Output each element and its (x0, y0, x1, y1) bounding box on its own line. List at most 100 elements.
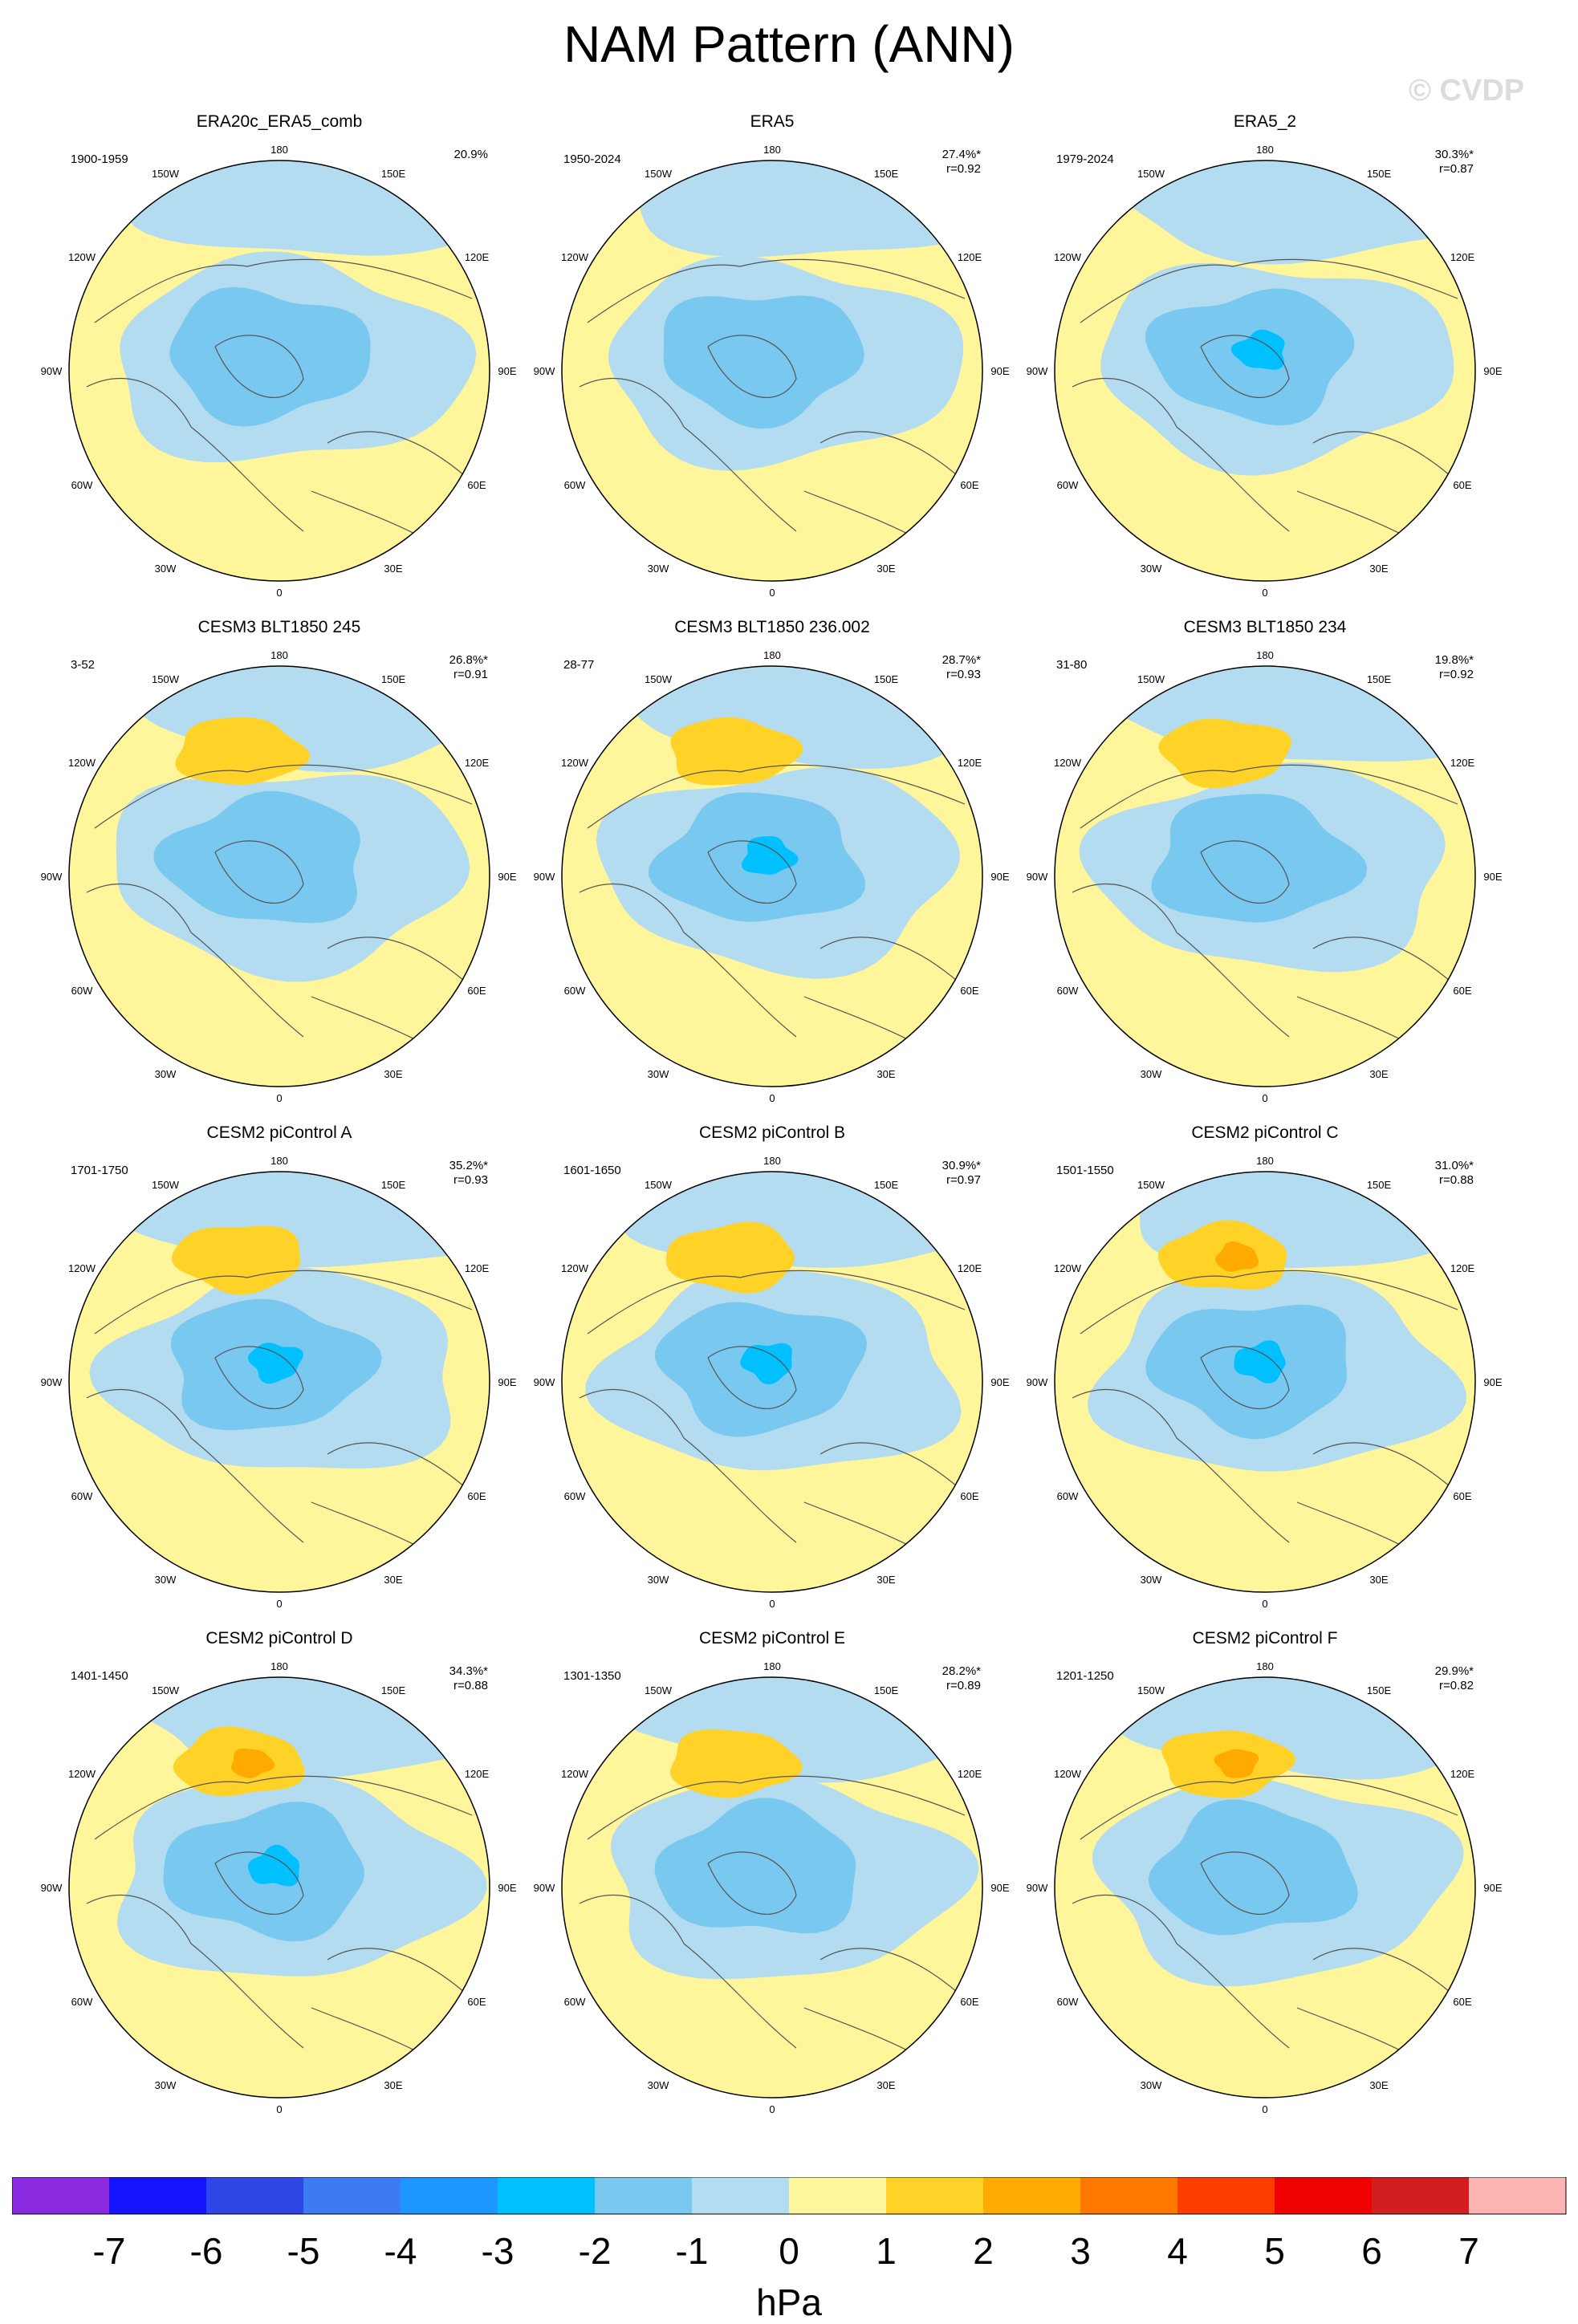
longitude-label: 60W (564, 479, 586, 491)
longitude-label: 60W (1057, 985, 1079, 997)
coastline (1080, 264, 1234, 323)
polar-map: 180 150E 120E 90E 60E 30E 0 30W 60W 90W 120W 150W (534, 1660, 1010, 2115)
coastline (579, 1895, 685, 1944)
longitude-label: 60E (960, 1490, 978, 1502)
longitude-label: 120E (465, 757, 490, 769)
coastline (739, 1270, 966, 1310)
colorbar-label: 2 (973, 2230, 994, 2272)
pattern-correlation: r=0.91 (453, 668, 488, 681)
longitude-label: 30W (648, 1574, 669, 1586)
coastline (1232, 764, 1458, 805)
longitude-label: 30W (155, 1068, 177, 1080)
coastline (1080, 1781, 1234, 1840)
longitude-label: 30W (155, 563, 177, 575)
longitude-label: 60W (71, 479, 93, 491)
longitude-label: 0 (1262, 1092, 1267, 1104)
panel-stats: 35.2%* r=0.93 (449, 1159, 488, 1188)
variance-explained: 28.7%* (942, 653, 981, 667)
panel-stats: 30.9%* r=0.97 (942, 1159, 981, 1188)
colorbar-label: 1 (876, 2230, 897, 2272)
panel-stats: 28.7%* r=0.93 (942, 653, 981, 682)
longitude-label: 30W (1141, 1068, 1162, 1080)
polar-map: 180 150E 120E 90E 60E 30E 0 30W 60W 90W 120W 150W (534, 649, 1010, 1104)
variance-explained: 20.9% (453, 148, 488, 161)
longitude-label: 60E (467, 985, 486, 997)
pattern-correlation: r=0.88 (453, 1679, 488, 1692)
longitude-label: 150E (1367, 168, 1392, 180)
longitude-label: 180 (763, 1660, 781, 1672)
longitude-label: 120W (68, 1262, 96, 1274)
longitude-label: 60W (71, 1996, 93, 2008)
coastline (94, 770, 248, 829)
longitude-label: 90E (1483, 1376, 1502, 1388)
longitude-label: 150E (874, 168, 899, 180)
panel-stats: 26.8%* r=0.91 (449, 653, 488, 682)
colorbar-label: 6 (1361, 2230, 1382, 2272)
panel-title: CESM2 piControl F (1192, 1629, 1338, 1648)
coastline (1176, 1943, 1290, 2049)
arctic-max-area (1234, 1340, 1286, 1383)
coastline (1176, 932, 1290, 1038)
polar-map: 180 150E 120E 90E 60E 30E 0 30W 60W 90W 120W 150W (41, 144, 517, 599)
longitude-label: 90E (1483, 1882, 1502, 1894)
longitude-label: 90W (41, 871, 63, 883)
colorbar-segment (401, 2177, 498, 2214)
coastline (246, 764, 473, 805)
longitude-label: 60E (1453, 1490, 1471, 1502)
coastline (579, 378, 685, 428)
longitude-label: 60W (71, 1490, 93, 1502)
map-boundary (68, 160, 490, 582)
coastline (1232, 1775, 1458, 1816)
variance-explained: 19.8%* (1434, 653, 1474, 667)
coastline (1200, 840, 1290, 904)
pattern-correlation: r=0.93 (946, 668, 981, 681)
map-panel: 180 150E 120E 90E 60E 30E 0 30W 60W 90W 120W 150W CE… (523, 1123, 1021, 1637)
longitude-label: 30E (384, 1068, 402, 1080)
longitude-label: 30W (648, 1068, 669, 1080)
variance-explained: 28.2%* (942, 1664, 981, 1678)
coastline (1312, 1442, 1450, 1487)
coastline (1312, 431, 1450, 476)
arctic-core-area (153, 790, 360, 924)
longitude-label: 120E (958, 251, 982, 263)
coastline (327, 937, 465, 981)
longitude-label: 150W (152, 168, 180, 180)
panel-stats: 28.2%* r=0.89 (942, 1664, 981, 1693)
longitude-label: 30W (1141, 1574, 1162, 1586)
longitude-label: 30E (876, 563, 895, 575)
map-panel: 180 150E 120E 90E 60E 30E 0 30W 60W 90W 120W 150W CE… (31, 1629, 528, 2143)
colorbar-label: -7 (93, 2230, 126, 2272)
coastline (94, 1781, 248, 1840)
longitude-label: 0 (276, 1598, 282, 1610)
longitude-label: 120E (958, 1262, 982, 1274)
map-boundary (1054, 665, 1476, 1087)
map-boundary (68, 665, 490, 1087)
map-boundary (561, 1676, 983, 2099)
pattern-correlation: r=0.97 (946, 1173, 981, 1187)
longitude-label: 30W (648, 2079, 669, 2091)
colorbar-segment (1275, 2177, 1373, 2214)
map-boundary (68, 1676, 490, 2099)
longitude-label: 150E (381, 673, 406, 685)
panel-title: CESM2 piControl C (1191, 1123, 1339, 1142)
pacific-negative-area (628, 160, 982, 258)
coastline (1176, 426, 1290, 532)
longitude-label: 120W (68, 757, 96, 769)
arctic-core-area (663, 295, 864, 429)
longitude-label: 150W (645, 1684, 673, 1696)
longitude-label: 90W (1027, 871, 1048, 883)
coastline (1072, 1389, 1177, 1439)
colorbar-segment (1372, 2177, 1470, 2214)
longitude-label: 90E (498, 871, 516, 883)
pacific-max-area (1214, 1749, 1259, 1778)
longitude-label: 60E (1453, 479, 1471, 491)
coastline (587, 264, 741, 323)
coastline (739, 1775, 966, 1816)
map-boundary (561, 665, 983, 1087)
coastline (739, 764, 966, 805)
coastline (1200, 1851, 1290, 1915)
longitude-label: 60E (467, 1996, 486, 2008)
longitude-label: 150E (874, 1179, 899, 1191)
colorbar-label: 0 (779, 2230, 799, 2272)
coastline (579, 884, 685, 933)
